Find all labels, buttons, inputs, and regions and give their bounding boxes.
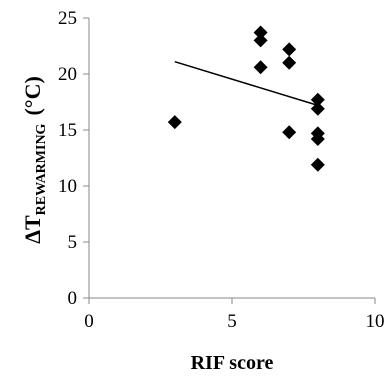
data-point (310, 131, 325, 146)
y-tick-label: 5 (68, 232, 78, 253)
y-tick-label: 20 (58, 64, 77, 85)
data-point (253, 33, 268, 48)
y-axis-title: ΔTREWARMING (°C) (20, 76, 49, 244)
data-points (167, 25, 325, 172)
y-tick-label: 15 (58, 120, 77, 141)
y-axis-title-subscript: REWARMING (34, 123, 49, 215)
data-point (310, 157, 325, 172)
data-point (282, 55, 297, 70)
data-point (310, 101, 325, 116)
y-axis-title-unit: (°C) (20, 76, 45, 115)
y-tick-label: 10 (58, 176, 77, 197)
data-point (282, 42, 297, 57)
y-axis: 0 5 10 15 20 25 (58, 8, 90, 309)
x-axis-title: RIF score (191, 352, 274, 374)
y-tick-label: 25 (58, 8, 77, 29)
x-tick-label: 0 (84, 311, 94, 332)
y-axis-title-prefix: ΔT (20, 215, 45, 244)
x-tick-label: 10 (366, 311, 385, 332)
trendline (174, 60, 319, 107)
x-tick-label: 5 (227, 311, 237, 332)
x-axis: 0 5 10 (84, 297, 385, 332)
data-point (253, 60, 268, 75)
data-point (167, 115, 182, 130)
data-point (253, 25, 268, 40)
data-point (310, 92, 325, 107)
data-point (282, 125, 297, 140)
trendline-group (174, 60, 319, 107)
y-tick-label: 0 (68, 288, 78, 309)
